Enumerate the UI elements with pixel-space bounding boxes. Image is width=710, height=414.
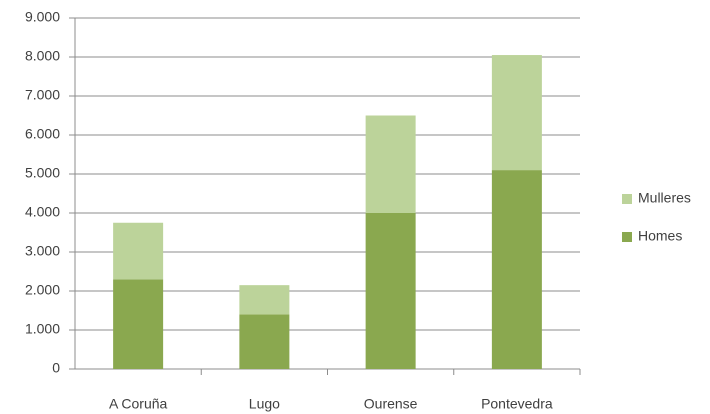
- x-tick-label: Pontevedra: [481, 396, 553, 412]
- y-tick-label: 1.000: [25, 321, 60, 337]
- y-tick-label: 4.000: [25, 204, 60, 220]
- legend-label: Mulleres: [638, 190, 691, 206]
- x-tick-label: Ourense: [364, 396, 418, 412]
- legend-swatch: [622, 194, 632, 204]
- bar-segment: [113, 222, 164, 280]
- bar-segment: [365, 115, 416, 213]
- legend-swatch: [622, 232, 632, 242]
- bar-segment: [239, 285, 290, 315]
- legend-label: Homes: [638, 228, 682, 244]
- bar-segment: [491, 170, 542, 369]
- x-tick-label: Lugo: [249, 396, 280, 412]
- y-tick-label: 7.000: [25, 87, 60, 103]
- y-tick-label: 9.000: [25, 9, 60, 25]
- bar-segment: [113, 279, 164, 369]
- bar-segment: [239, 314, 290, 369]
- y-tick-label: 0: [52, 360, 60, 376]
- y-tick-label: 3.000: [25, 243, 60, 259]
- y-tick-label: 6.000: [25, 126, 60, 142]
- y-tick-label: 2.000: [25, 282, 60, 298]
- x-tick-label: A Coruña: [109, 396, 168, 412]
- y-tick-label: 8.000: [25, 48, 60, 64]
- y-tick-label: 5.000: [25, 165, 60, 181]
- bar-segment: [365, 213, 416, 369]
- bar-segment: [491, 55, 542, 171]
